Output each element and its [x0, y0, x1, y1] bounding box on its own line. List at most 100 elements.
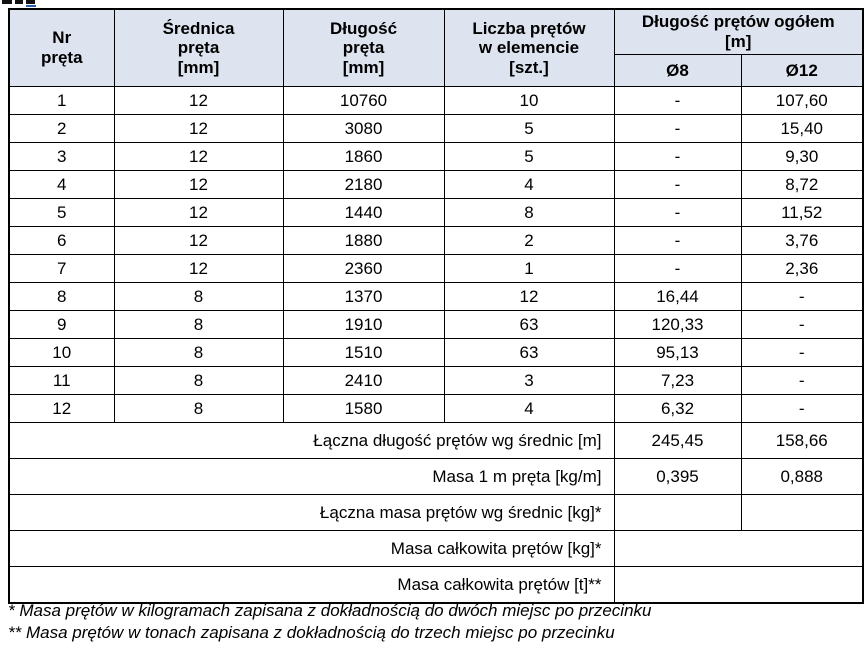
cell-nr: 2	[8, 114, 115, 143]
summary-label: Masa całkowita prętów [kg]*	[8, 530, 615, 567]
cell-fi8: -	[613, 198, 742, 227]
cell-fi12: 107,60	[740, 86, 864, 115]
cell-nr: 6	[8, 226, 115, 255]
table-row: 8 8 1370 12 16,44 -	[8, 282, 864, 311]
summary-label: Masa 1 m pręta [kg/m]	[8, 458, 615, 495]
table-row: 10 8 1510 63 95,13 -	[8, 338, 864, 367]
cell-nr: 7	[8, 254, 115, 283]
summary-merged-value[interactable]	[613, 566, 864, 604]
cell-srednica: 8	[113, 394, 284, 423]
header-dlugosc-ogolem: Długość prętów ogółem [m]	[613, 8, 864, 55]
summary-row-total-length: Łączna długość prętów wg średnic [m] 245…	[8, 422, 864, 459]
header-liczba: Liczba prętów w elemencie [szt.]	[443, 8, 615, 87]
cell-srednica: 8	[113, 310, 284, 339]
cell-dlugosc: 2180	[282, 170, 445, 199]
cell-fi12: 9,30	[740, 142, 864, 171]
summary-fi12-value: 158,66	[740, 422, 864, 459]
header-fi8: Ø8	[613, 54, 742, 87]
summary-row-mass-by-diameter: Łączna masa prętów wg średnic [kg]*	[8, 494, 864, 531]
cell-liczba: 4	[443, 170, 615, 199]
cell-srednica: 12	[113, 114, 284, 143]
cell-fi8: -	[613, 86, 742, 115]
cell-dlugosc: 1370	[282, 282, 445, 311]
clipped-glyph	[15, 0, 23, 4]
cell-dlugosc: 1880	[282, 226, 445, 255]
summary-fi8-value: 245,45	[613, 422, 742, 459]
cell-nr: 8	[8, 282, 115, 311]
clipped-glyph	[2, 0, 12, 4]
footnote-t: ** Masa prętów w tonach zapisana z dokła…	[8, 623, 615, 642]
cell-dlugosc: 3080	[282, 114, 445, 143]
cell-srednica: 12	[113, 142, 284, 171]
cell-fi12: -	[740, 366, 864, 395]
cell-liczba: 10	[443, 86, 615, 115]
header-srednica: Średnica pręta [mm]	[113, 8, 284, 87]
cell-nr: 12	[8, 394, 115, 423]
cell-fi12: 15,40	[740, 114, 864, 143]
cell-srednica: 12	[113, 226, 284, 255]
table-row: 2 12 3080 5 - 15,40	[8, 114, 864, 143]
cell-nr: 10	[8, 338, 115, 367]
cell-liczba: 63	[443, 310, 615, 339]
cell-fi8: -	[613, 170, 742, 199]
table-row: 7 12 2360 1 - 2,36	[8, 254, 864, 283]
cell-dlugosc: 1580	[282, 394, 445, 423]
cell-fi8: -	[613, 254, 742, 283]
cell-liczba: 1	[443, 254, 615, 283]
cell-dlugosc: 1510	[282, 338, 445, 367]
cell-liczba: 3	[443, 366, 615, 395]
header-dlugosc: Długość pręta [mm]	[282, 8, 445, 87]
cell-fi12: 2,36	[740, 254, 864, 283]
cell-dlugosc: 2360	[282, 254, 445, 283]
cell-srednica: 12	[113, 86, 284, 115]
cell-srednica: 8	[113, 338, 284, 367]
cell-srednica: 8	[113, 366, 284, 395]
cell-dlugosc: 2410	[282, 366, 445, 395]
cell-nr: 5	[8, 198, 115, 227]
clipped-text-fragment	[2, 0, 38, 7]
table-row: 1 12 10760 10 - 107,60	[8, 86, 864, 115]
table-row: 3 12 1860 5 - 9,30	[8, 142, 864, 171]
summary-fi12-value: 0,888	[740, 458, 864, 495]
cell-fi8: 7,23	[613, 366, 742, 395]
cell-fi8: -	[613, 114, 742, 143]
cell-fi8: 6,32	[613, 394, 742, 423]
cell-fi12: 8,72	[740, 170, 864, 199]
summary-row-total-mass-t: Masa całkowita prętów [t]**	[8, 566, 864, 604]
cell-liczba: 63	[443, 338, 615, 367]
cell-nr: 9	[8, 310, 115, 339]
footnotes: * Masa prętów w kilogramach zapisana z d…	[8, 600, 862, 644]
cell-liczba: 2	[443, 226, 615, 255]
cell-fi12: 11,52	[740, 198, 864, 227]
cell-dlugosc: 1440	[282, 198, 445, 227]
cell-fi12: -	[740, 394, 864, 423]
cell-dlugosc: 10760	[282, 86, 445, 115]
cell-fi8: 16,44	[613, 282, 742, 311]
cell-fi12: -	[740, 282, 864, 311]
cell-nr: 3	[8, 142, 115, 171]
clipped-underline	[26, 5, 36, 7]
summary-label: Masa całkowita prętów [t]**	[8, 566, 615, 604]
table-row: 12 8 1580 4 6,32 -	[8, 394, 864, 423]
cell-fi12: -	[740, 338, 864, 367]
summary-fi12-value[interactable]	[740, 494, 864, 531]
cell-srednica: 12	[113, 254, 284, 283]
cell-fi8: 120,33	[613, 310, 742, 339]
cell-liczba: 4	[443, 394, 615, 423]
cell-srednica: 12	[113, 170, 284, 199]
summary-merged-value[interactable]	[613, 530, 864, 567]
footnote-kg: * Masa prętów w kilogramach zapisana z d…	[8, 601, 652, 620]
summary-fi8-value[interactable]	[613, 494, 742, 531]
cell-srednica: 8	[113, 282, 284, 311]
summary-label: Łączna długość prętów wg średnic [m]	[8, 422, 615, 459]
clipped-glyph	[26, 0, 35, 4]
cell-dlugosc: 1910	[282, 310, 445, 339]
table-row: 5 12 1440 8 - 11,52	[8, 198, 864, 227]
summary-row-total-mass-kg: Masa całkowita prętów [kg]*	[8, 530, 864, 567]
table-row: 9 8 1910 63 120,33 -	[8, 310, 864, 339]
cell-dlugosc: 1860	[282, 142, 445, 171]
cell-nr: 11	[8, 366, 115, 395]
cell-srednica: 12	[113, 198, 284, 227]
cell-liczba: 12	[443, 282, 615, 311]
